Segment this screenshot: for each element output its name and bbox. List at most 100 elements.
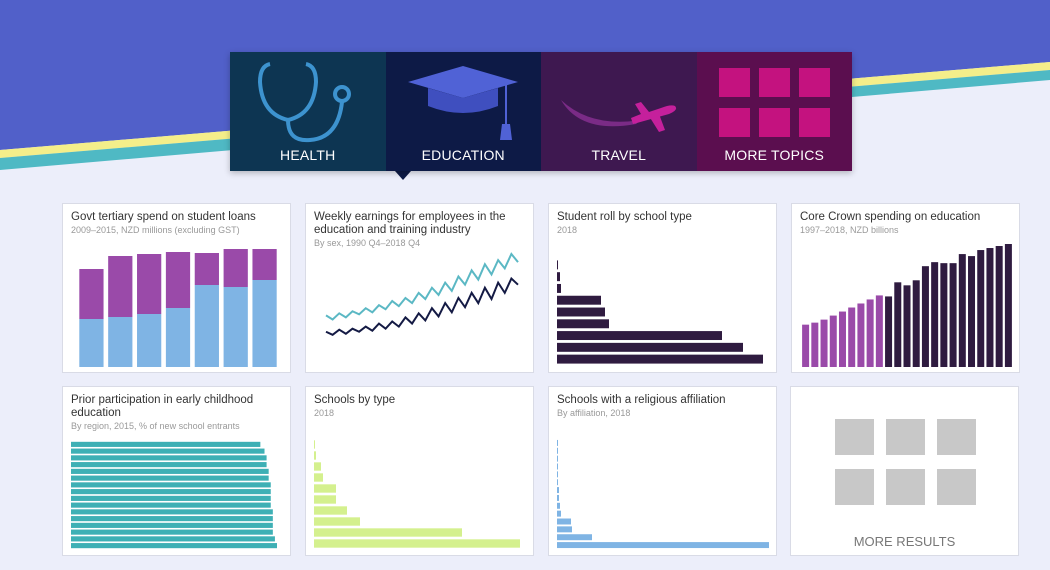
tab-label: HEALTH	[280, 147, 336, 163]
bar	[986, 248, 994, 367]
bar-segment	[79, 269, 104, 319]
icon-square	[758, 68, 790, 97]
icon-shape	[427, 88, 498, 113]
topic-tabs: HEALTH EDUCATION TRAVEL MORE TOPICS	[230, 52, 852, 171]
line	[325, 276, 519, 336]
card-title: Student roll by school type	[557, 211, 692, 223]
bar	[557, 510, 561, 517]
bar	[820, 319, 828, 367]
chart-card[interactable]: Schools by type 2018	[305, 386, 534, 556]
icon-shape	[649, 114, 665, 132]
grid-icon	[718, 68, 830, 137]
tab[interactable]: HEALTH	[230, 52, 386, 171]
bar	[314, 451, 316, 460]
bar	[557, 463, 558, 470]
icon-line	[333, 85, 351, 103]
bar	[557, 260, 558, 270]
bar	[557, 479, 558, 486]
bar	[557, 502, 560, 509]
tab-label: EDUCATION	[421, 147, 505, 163]
card-title: Core Crown spending on education	[800, 211, 981, 223]
bar	[557, 487, 559, 494]
tab-label: TRAVEL	[591, 147, 647, 163]
bar-segment	[165, 252, 191, 308]
bar	[557, 518, 571, 525]
bar	[557, 447, 558, 454]
bar	[557, 283, 561, 293]
bar-segment	[223, 287, 248, 367]
chart-card[interactable]: Govt tertiary spend on student loans 2009…	[62, 203, 291, 373]
bar	[866, 299, 874, 367]
bar	[71, 475, 269, 481]
tab-label: MORE TOPICS	[724, 147, 825, 163]
bar	[557, 354, 763, 364]
line	[325, 252, 519, 321]
icon-shape	[631, 102, 677, 124]
stethoscope-icon	[257, 62, 351, 143]
bar	[1004, 244, 1012, 367]
bar	[314, 462, 321, 471]
tab[interactable]: MORE TOPICS	[696, 52, 852, 171]
icon-square	[835, 419, 874, 455]
card-subtitle: By affiliation, 2018	[557, 408, 631, 418]
card-subtitle: 2018	[557, 225, 578, 235]
bar	[875, 295, 883, 367]
icon-square	[758, 108, 790, 137]
chart	[71, 441, 277, 549]
chart-card[interactable]: Core Crown spending on education 1997–201…	[791, 203, 1020, 373]
icon-line	[257, 62, 319, 123]
bar	[557, 526, 572, 533]
icon-square	[835, 469, 874, 505]
chart-card[interactable]: Student roll by school type 2018	[548, 203, 777, 373]
chart-card[interactable]: Weekly earnings for employees in the edu…	[305, 203, 534, 373]
bar	[894, 282, 902, 367]
icon-square	[798, 108, 830, 137]
bar	[912, 280, 920, 367]
more-results-label: MORE RESULTS	[853, 534, 956, 549]
bar	[848, 307, 856, 367]
bar-segment	[108, 317, 133, 367]
bar	[314, 539, 520, 548]
bar	[557, 534, 592, 541]
bar	[71, 516, 273, 522]
card-subtitle: By sex, 1990 Q4–2018 Q4	[314, 238, 421, 248]
bar	[977, 250, 985, 367]
bar	[71, 448, 265, 454]
bar	[71, 495, 271, 501]
bar	[921, 266, 929, 367]
grid-icon	[835, 419, 976, 505]
bar	[557, 471, 558, 478]
bar	[314, 484, 336, 493]
icon-square	[937, 419, 976, 455]
tab[interactable]: EDUCATION	[385, 52, 541, 171]
bar	[71, 502, 271, 508]
card-text: Schools with a religious affiliation By a…	[557, 394, 768, 419]
tab[interactable]: TRAVEL	[541, 52, 697, 171]
icon-square	[798, 68, 830, 97]
bar	[557, 439, 558, 446]
chart-card[interactable]: Prior participation in early childhood e…	[62, 386, 291, 556]
bar	[71, 489, 271, 495]
chart	[325, 252, 519, 336]
bar	[557, 272, 560, 282]
icon-square	[886, 419, 925, 455]
bar	[314, 506, 347, 515]
card-title: Schools with a religious affiliation	[557, 394, 726, 406]
bar-segment	[223, 249, 248, 287]
chart	[557, 439, 769, 549]
bar-segment	[194, 253, 219, 285]
icon-square	[718, 68, 750, 97]
card-text: Schools by type 2018	[314, 394, 525, 419]
bar	[940, 263, 948, 367]
bar	[968, 256, 976, 367]
bar-segment	[79, 319, 104, 367]
chart-card[interactable]: Schools with a religious affiliation By a…	[548, 386, 777, 556]
more-results-card[interactable]: MORE RESULTS	[790, 386, 1019, 556]
bar	[71, 536, 275, 542]
chart	[79, 249, 277, 367]
bar	[557, 307, 605, 317]
card-subtitle: 1997–2018, NZD billions	[800, 225, 899, 235]
icon-shape	[499, 124, 512, 140]
bar-segment	[194, 285, 219, 367]
card-title: Prior participation in early childhood e…	[71, 394, 254, 419]
